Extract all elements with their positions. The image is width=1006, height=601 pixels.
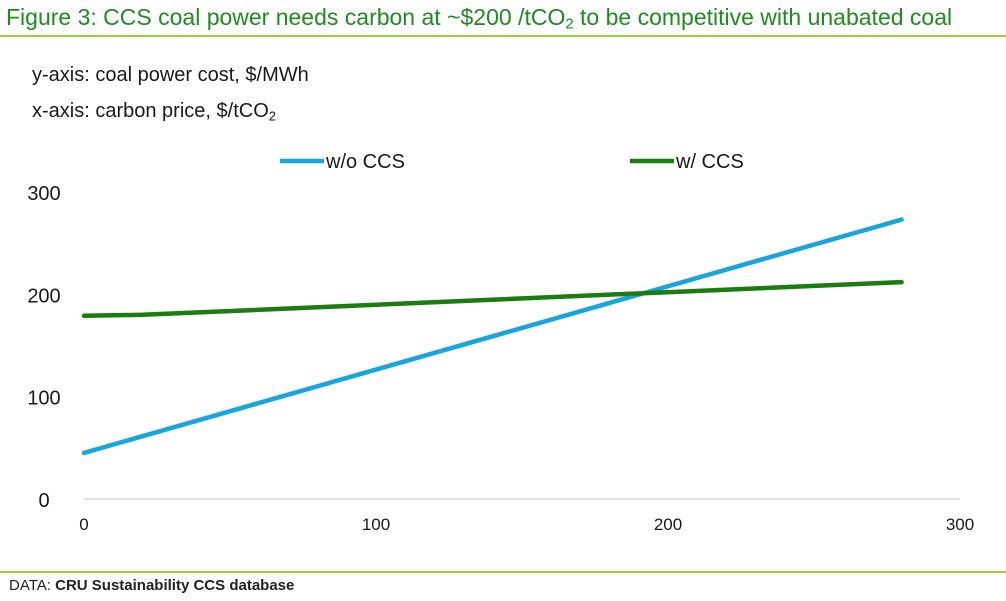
y-axis-note: y-axis: coal power cost, $/MWh (32, 64, 309, 86)
legend-label: w/o CCS (325, 151, 405, 173)
x-tick-label: 0 (79, 515, 88, 534)
top-divider (0, 35, 1006, 37)
source-text: CRU Sustainability CCS database (55, 577, 295, 594)
x-axis-note-main: x-axis: carbon price, $/tCO (32, 100, 269, 122)
chart-title: Figure 3: CCS coal power needs carbon at… (6, 4, 1000, 33)
x-tick-label: 300 (946, 515, 974, 534)
line-chart: 0 100 200 300 0 100 200 300 w/o CCS w/ CCS (27, 151, 974, 534)
series-line-with-ccs (81, 279, 904, 319)
x-tick-label: 200 (654, 515, 682, 534)
chart-title-end: to be competitive with unabated coal (573, 4, 953, 30)
source-note: DATA: CRU Sustainability CCS database (9, 577, 294, 594)
x-axis-note: x-axis: carbon price, $/tCO2 (32, 100, 276, 123)
x-axis-note-subscript: 2 (268, 108, 276, 124)
bottom-divider (0, 571, 1006, 573)
x-tick-label: 100 (362, 515, 390, 534)
y-tick-label: 0 (38, 490, 49, 512)
y-tick-label: 300 (27, 183, 60, 205)
chart-title-main: Figure 3: CCS coal power needs carbon at… (6, 4, 566, 30)
y-tick-label: 200 (27, 285, 60, 307)
source-label: DATA: (9, 577, 51, 594)
y-tick-label: 100 (27, 388, 60, 410)
legend-label: w/ CCS (675, 151, 744, 173)
series-line-without-ccs (81, 217, 904, 456)
chart-title-subscript: 2 (565, 15, 574, 33)
